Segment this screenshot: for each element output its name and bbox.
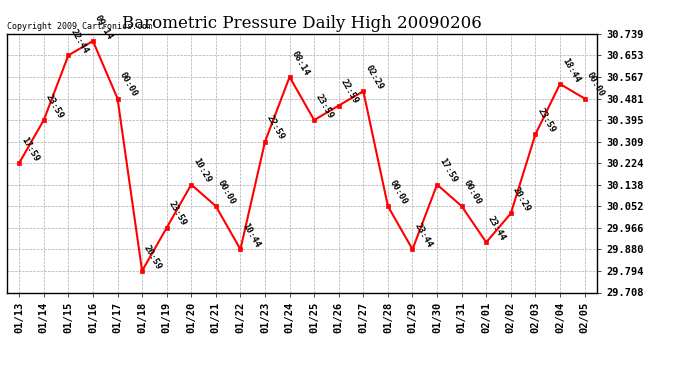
Text: 23:44: 23:44 [413, 222, 434, 249]
Text: 23:59: 23:59 [314, 92, 335, 120]
Title: Barometric Pressure Daily High 20090206: Barometric Pressure Daily High 20090206 [122, 15, 482, 32]
Text: 23:44: 23:44 [486, 214, 507, 242]
Text: 18:44: 18:44 [560, 56, 581, 84]
Text: 10:29: 10:29 [191, 157, 213, 184]
Text: 00:00: 00:00 [388, 178, 409, 206]
Text: 02:29: 02:29 [364, 63, 384, 91]
Text: 22:59: 22:59 [339, 78, 360, 105]
Text: 23:59: 23:59 [43, 92, 65, 120]
Text: 17:59: 17:59 [437, 157, 458, 184]
Text: 00:00: 00:00 [117, 71, 139, 99]
Text: 22:59: 22:59 [265, 114, 286, 142]
Text: 17:59: 17:59 [19, 135, 41, 163]
Text: 08:14: 08:14 [290, 49, 310, 77]
Text: 00:00: 00:00 [462, 178, 483, 206]
Text: 00:00: 00:00 [584, 71, 606, 99]
Text: 23:59: 23:59 [535, 106, 557, 134]
Text: 20:29: 20:29 [511, 186, 532, 213]
Text: 09:14: 09:14 [93, 13, 114, 41]
Text: Copyright 2009 Cartronics.com: Copyright 2009 Cartronics.com [7, 22, 152, 31]
Text: 20:59: 20:59 [142, 243, 164, 271]
Text: 10:44: 10:44 [240, 222, 262, 249]
Text: 00:00: 00:00 [216, 178, 237, 206]
Text: 22:44: 22:44 [68, 27, 90, 56]
Text: 23:59: 23:59 [167, 200, 188, 228]
